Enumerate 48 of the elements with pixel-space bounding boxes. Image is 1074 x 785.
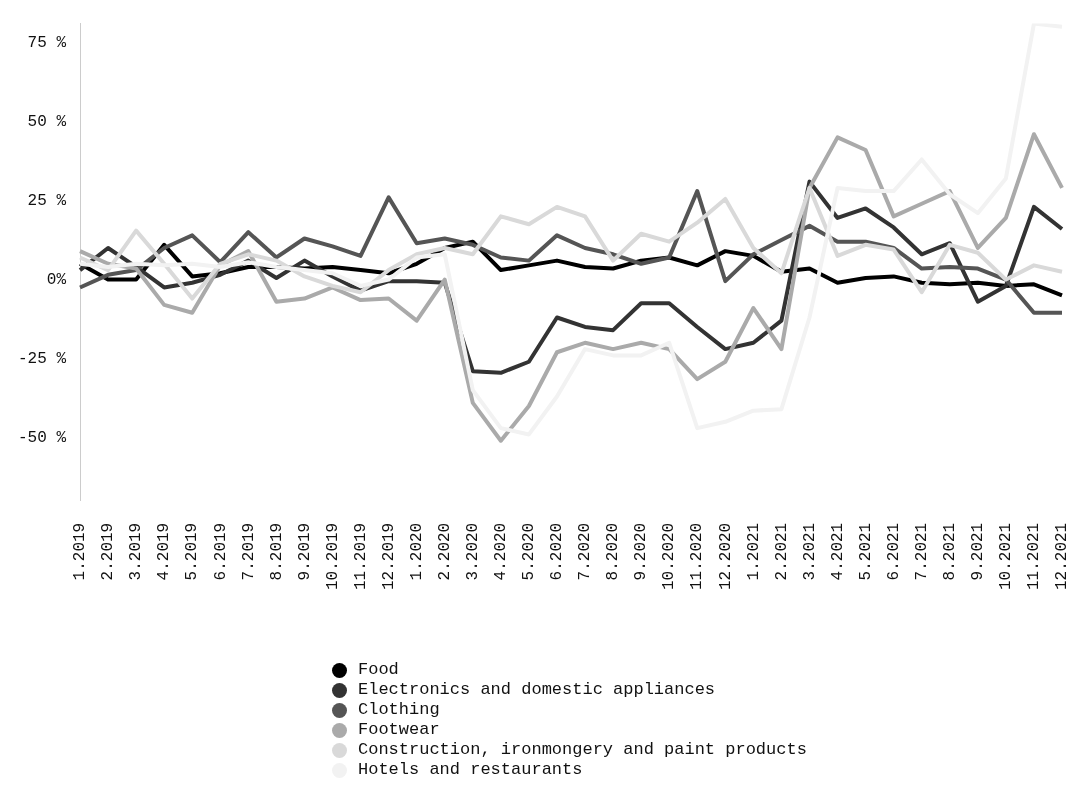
x-tick-label: 4.2020 bbox=[492, 522, 511, 581]
x-tick-label: 12.2021 bbox=[1053, 522, 1072, 591]
x-tick-label: 1.2019 bbox=[71, 522, 90, 581]
x-tick-label: 9.2021 bbox=[969, 522, 988, 581]
y-tick-label: -50 % bbox=[17, 428, 67, 447]
x-tick-label: 10.2019 bbox=[323, 522, 342, 591]
x-tick-label: 5.2021 bbox=[856, 522, 875, 581]
x-tick-label: 9.2019 bbox=[295, 522, 314, 581]
x-tick-label: 2.2019 bbox=[99, 522, 118, 581]
y-tick-label: 50 % bbox=[27, 112, 67, 131]
x-tick-label: 10.2021 bbox=[997, 522, 1016, 591]
legend-label: Electronics and domestic appliances bbox=[358, 680, 716, 700]
legend-label: Food bbox=[358, 660, 399, 680]
x-tick-label: 4.2019 bbox=[155, 522, 174, 581]
x-tick-label: 8.2020 bbox=[604, 522, 623, 581]
x-tick-label: 10.2020 bbox=[660, 522, 679, 591]
y-tick-label: 25 % bbox=[27, 191, 67, 210]
legend-label: Footwear bbox=[358, 720, 440, 740]
x-tick-label: 2.2020 bbox=[435, 522, 454, 581]
x-tick-label: 11.2019 bbox=[351, 522, 370, 591]
x-tick-label: 6.2019 bbox=[211, 522, 230, 581]
x-tick-label: 11.2021 bbox=[1025, 522, 1044, 591]
x-tick-label: 12.2020 bbox=[716, 522, 735, 591]
legend-label: Hotels and restaurants bbox=[358, 760, 583, 780]
x-tick-label: 7.2020 bbox=[576, 522, 595, 581]
x-tick-label: 11.2020 bbox=[688, 522, 707, 591]
x-tick-label: 5.2020 bbox=[520, 522, 539, 581]
x-tick-label: 3.2020 bbox=[464, 522, 483, 581]
x-tick-label: 6.2021 bbox=[884, 522, 903, 581]
x-tick-label: 8.2021 bbox=[941, 522, 960, 581]
legend-label: Clothing bbox=[358, 700, 440, 720]
x-tick-label: 5.2019 bbox=[183, 522, 202, 581]
y-tick-label: 0% bbox=[46, 270, 67, 289]
y-tick-label: 75 % bbox=[27, 33, 67, 52]
x-tick-label: 9.2020 bbox=[632, 522, 651, 581]
legend-label: Construction, ironmongery and paint products bbox=[358, 740, 807, 760]
x-tick-label: 2.2021 bbox=[772, 522, 791, 581]
x-tick-label: 1.2021 bbox=[744, 522, 763, 581]
y-tick-label: -25 % bbox=[17, 349, 67, 368]
x-tick-label: 7.2019 bbox=[239, 522, 258, 581]
x-tick-label: 6.2020 bbox=[548, 522, 567, 581]
x-tick-label: 4.2021 bbox=[828, 522, 847, 581]
x-tick-label: 1.2020 bbox=[407, 522, 426, 581]
x-tick-label: 3.2021 bbox=[800, 522, 819, 581]
x-tick-label: 12.2019 bbox=[379, 522, 398, 591]
x-tick-label: 3.2019 bbox=[127, 522, 146, 581]
x-tick-label: 7.2021 bbox=[912, 522, 931, 581]
x-tick-label: 8.2019 bbox=[267, 522, 286, 581]
